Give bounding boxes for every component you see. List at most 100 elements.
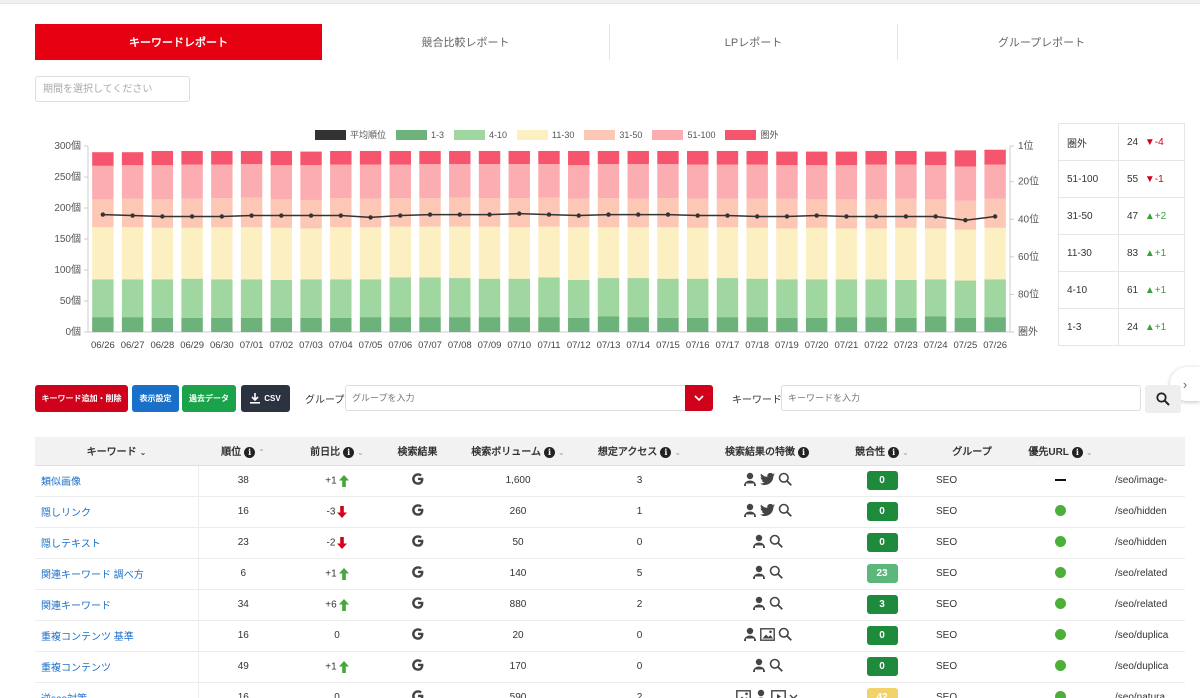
x-tick-label: 07/22 bbox=[864, 340, 888, 351]
google-icon[interactable] bbox=[411, 534, 425, 548]
col-competition[interactable]: 競合性 i ⌄ bbox=[842, 437, 922, 466]
keyword-link[interactable]: 関連キーワード 調べ方 bbox=[35, 558, 199, 590]
person-icon bbox=[743, 503, 756, 517]
col-keyword[interactable]: キーワード ⌄ bbox=[35, 437, 198, 466]
x-tick-label: 07/06 bbox=[388, 340, 412, 351]
url-path-cell[interactable]: /seo/image- bbox=[1099, 465, 1185, 497]
info-icon[interactable]: i bbox=[660, 447, 672, 459]
legend-item[interactable]: 11-30 bbox=[517, 129, 575, 140]
col-rank[interactable]: 順位 i ⌃ bbox=[198, 437, 288, 466]
col-access[interactable]: 想定アクセス i ⌄ bbox=[587, 437, 692, 466]
url-path-cell[interactable]: /seo/natura bbox=[1099, 682, 1185, 698]
google-icon[interactable] bbox=[411, 565, 425, 579]
x-tick-label: 06/29 bbox=[180, 340, 204, 351]
feature-icons bbox=[736, 689, 798, 698]
bar-11-30 bbox=[746, 227, 768, 279]
col-volume[interactable]: 検索ボリューム i ⌄ bbox=[449, 437, 587, 466]
col-url[interactable]: 優先URL i ⌄ bbox=[1022, 437, 1099, 466]
google-icon[interactable] bbox=[411, 596, 425, 610]
table-row: 類似画像 38 +1 1,600 3 0 SEO/seo/image- bbox=[35, 465, 1185, 497]
bar-31-50 bbox=[538, 197, 560, 227]
keyword-link[interactable]: 重複コンテンツ 基準 bbox=[35, 620, 199, 652]
x-tick-label: 07/17 bbox=[716, 340, 740, 351]
legend-item[interactable]: 1-3 bbox=[396, 129, 444, 140]
legend-item[interactable]: 圏外 bbox=[725, 128, 778, 141]
bar-4-10 bbox=[121, 279, 144, 318]
url-path-cell[interactable]: /seo/duplica bbox=[1099, 651, 1185, 683]
legend-item[interactable]: 平均順位 bbox=[315, 128, 386, 141]
competition-badge: 0 bbox=[866, 626, 898, 645]
info-icon[interactable]: i bbox=[544, 447, 555, 459]
bar-31-50 bbox=[687, 198, 709, 228]
bar-11-30 bbox=[508, 227, 530, 279]
past-data-button[interactable]: 過去データ bbox=[182, 385, 236, 412]
access-cell: 5 bbox=[587, 558, 692, 590]
period-input[interactable] bbox=[35, 76, 190, 102]
google-icon[interactable] bbox=[411, 627, 425, 641]
url-path-cell[interactable]: /seo/hidden bbox=[1099, 527, 1185, 559]
bar-11-30 bbox=[716, 227, 739, 279]
group-input[interactable] bbox=[345, 385, 685, 411]
info-icon[interactable]: i bbox=[244, 447, 256, 459]
bar-圏外 bbox=[924, 151, 947, 166]
arrow-up-icon bbox=[338, 660, 349, 673]
avg-rank-point bbox=[606, 212, 611, 217]
keyword-link[interactable]: 隠しリンク bbox=[35, 496, 199, 528]
info-icon[interactable]: i bbox=[1071, 447, 1083, 459]
bar-1-3 bbox=[121, 317, 144, 332]
magnifier-icon bbox=[778, 627, 792, 641]
col-change[interactable]: 前日比 i ⌄ bbox=[288, 437, 386, 466]
ranking-chart-svg: 0個 50個 100個 150個 200個 250個 300個 1位 20位 40位 60位 80位圏… bbox=[54, 139, 1039, 351]
bar-1-3 bbox=[687, 317, 709, 332]
csv-download-button[interactable]: CSV bbox=[241, 385, 290, 412]
google-icon[interactable] bbox=[411, 472, 425, 486]
legend-label: 11-30 bbox=[552, 129, 575, 140]
google-icon[interactable] bbox=[411, 503, 425, 517]
keyword-link[interactable]: 関連キーワード bbox=[35, 589, 199, 621]
person-icon bbox=[743, 627, 756, 641]
keyword-link[interactable]: 重複コンテンツ bbox=[35, 651, 199, 683]
bar-1-3 bbox=[776, 317, 798, 332]
bar-51-100 bbox=[211, 164, 233, 199]
google-icon[interactable] bbox=[411, 658, 425, 672]
url-path-cell[interactable]: /seo/duplica bbox=[1099, 620, 1185, 652]
tab-competitor-report[interactable]: 競合比較レポート bbox=[322, 24, 610, 60]
summary-range-label: 51-100 bbox=[1058, 160, 1119, 198]
google-icon[interactable] bbox=[411, 689, 425, 698]
keyword-link[interactable]: 逆seo対策 bbox=[35, 682, 199, 698]
bar-圏外 bbox=[687, 150, 709, 165]
bar-31-50 bbox=[895, 198, 917, 228]
bar-11-30 bbox=[300, 228, 322, 280]
chevron-down-icon[interactable] bbox=[789, 694, 798, 698]
feature-icons bbox=[752, 658, 783, 673]
arrow-up-icon bbox=[338, 598, 349, 611]
info-icon[interactable]: i bbox=[798, 447, 809, 459]
tab-lp-report[interactable]: LPレポート bbox=[610, 24, 898, 60]
competition-cell: 0 bbox=[842, 527, 922, 559]
tab-keyword-report[interactable]: キーワードレポート bbox=[35, 24, 322, 60]
x-tick-label: 07/03 bbox=[299, 340, 323, 351]
bar-1-3 bbox=[478, 317, 501, 332]
legend-item[interactable]: 31-50 bbox=[584, 129, 642, 140]
url-path-cell[interactable]: /seo/related bbox=[1099, 589, 1185, 621]
bar-4-10 bbox=[330, 279, 352, 318]
legend-item[interactable]: 51-100 bbox=[652, 129, 715, 140]
tab-group-report[interactable]: グループレポート bbox=[898, 24, 1185, 60]
keyword-link[interactable]: 類似画像 bbox=[35, 465, 199, 497]
keyword-search-input[interactable] bbox=[781, 385, 1141, 411]
add-remove-keyword-button[interactable]: キーワード追加・削除 bbox=[35, 385, 128, 412]
bar-11-30 bbox=[181, 227, 203, 279]
url-path-cell[interactable]: /seo/related bbox=[1099, 558, 1185, 590]
group-dropdown-button[interactable] bbox=[685, 385, 713, 411]
info-icon[interactable]: i bbox=[888, 447, 900, 459]
bar-1-3 bbox=[330, 317, 352, 332]
bar-1-3 bbox=[359, 317, 382, 332]
url-path-cell[interactable]: /seo/hidden bbox=[1099, 496, 1185, 528]
legend-item[interactable]: 4-10 bbox=[454, 129, 507, 140]
search-button[interactable] bbox=[1145, 385, 1181, 413]
info-icon[interactable]: i bbox=[343, 447, 355, 459]
chevron-down-icon: ⌄ bbox=[558, 448, 565, 458]
bar-4-10 bbox=[211, 279, 233, 318]
keyword-link[interactable]: 隠しテキスト bbox=[35, 527, 199, 559]
display-settings-button[interactable]: 表示設定 bbox=[132, 385, 179, 412]
